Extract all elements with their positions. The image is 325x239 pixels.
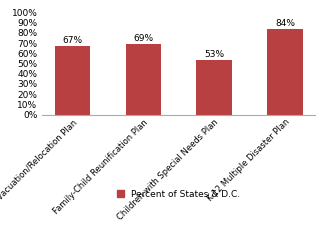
Text: 84%: 84% bbox=[275, 19, 295, 28]
Bar bbox=[55, 46, 90, 115]
Bar bbox=[267, 29, 303, 115]
Legend: Percent of States & D.C.: Percent of States & D.C. bbox=[113, 186, 244, 202]
Text: 69%: 69% bbox=[133, 34, 153, 43]
Text: 53%: 53% bbox=[204, 50, 224, 60]
Bar bbox=[125, 44, 161, 115]
Text: 67%: 67% bbox=[62, 36, 83, 45]
Bar bbox=[197, 60, 232, 115]
